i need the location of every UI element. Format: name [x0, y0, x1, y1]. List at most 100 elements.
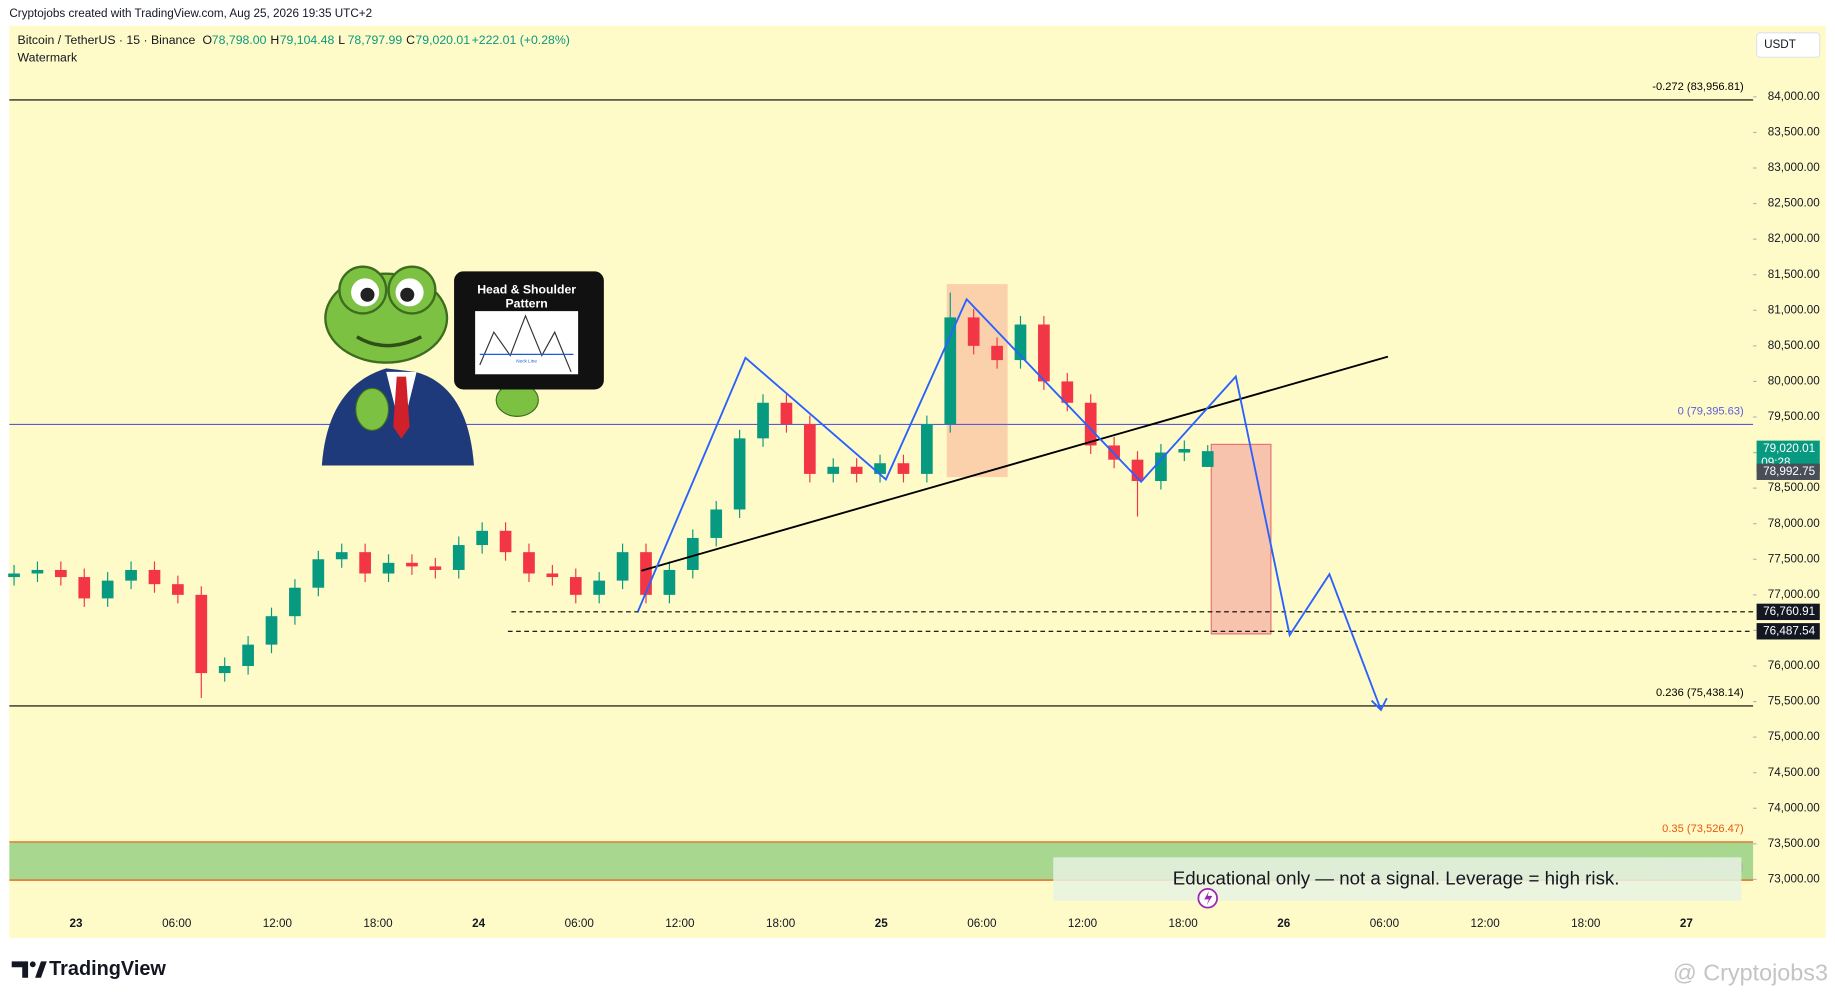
candle-body — [218, 665, 231, 674]
y-tick-label: 84,000.00 — [1768, 90, 1821, 103]
tie — [393, 376, 410, 439]
x-tick-label: 12:00 — [665, 917, 695, 930]
candle-body — [476, 530, 489, 546]
candle-body — [944, 317, 957, 425]
arrow-head — [1370, 697, 1388, 712]
pupil — [360, 287, 375, 302]
smile — [356, 335, 423, 348]
candle-body — [1084, 402, 1097, 446]
byline: Cryptojobs created with TradingView.com,… — [9, 7, 372, 20]
fib-label: 0 (79,395.63) — [1678, 405, 1744, 417]
fib-label: 0.236 (75,438.14) — [1656, 687, 1744, 699]
candle-body — [101, 580, 114, 599]
x-tick-label: 06:00 — [162, 917, 192, 930]
candle-body — [429, 566, 442, 570]
y-tick-label: 80,000.00 — [1768, 375, 1821, 388]
candle-body — [312, 559, 325, 588]
x-tick-label: 18:00 — [1571, 917, 1601, 930]
candle-body — [593, 580, 606, 595]
candle-body — [850, 466, 863, 474]
currency-button[interactable] — [1756, 32, 1821, 58]
ohlc-key: L — [338, 33, 345, 47]
candle-body — [172, 584, 184, 595]
y-tick-label: 77,500.00 — [1768, 552, 1821, 565]
pupil — [400, 287, 415, 302]
ohlc-value: 79,020.01 — [415, 33, 470, 47]
x-tick-label: 18:00 — [766, 917, 796, 930]
zone — [1210, 443, 1272, 635]
zone — [946, 284, 1008, 478]
y-tick-label: 73,500.00 — [1768, 837, 1821, 850]
x-tick-label: 23 — [70, 917, 84, 930]
candle-body — [827, 466, 840, 474]
y-tick-label: 73,000.00 — [1768, 872, 1821, 885]
brand-logo — [35, 961, 47, 978]
candle-body — [733, 438, 746, 510]
x-tick-label: 12:00 — [263, 917, 293, 930]
x-tick-label: 27 — [1680, 917, 1693, 930]
price-tag-label: 76,487.54 — [1763, 624, 1816, 637]
candle-body — [1131, 459, 1144, 482]
illustration-title: Pattern — [505, 296, 547, 310]
candle-body — [1155, 452, 1167, 482]
candle-body — [1201, 451, 1214, 467]
y-tick-label: 82,000.00 — [1768, 232, 1821, 245]
candle-body — [686, 537, 699, 570]
candle-body — [710, 509, 723, 538]
candle-body — [335, 552, 348, 560]
x-tick-label: 12:00 — [1470, 917, 1500, 930]
price-tag — [1756, 623, 1820, 640]
symbol: Bitcoin / TetherUS · 15 · Binance — [18, 33, 196, 47]
illustration: Head & Shoulder Pattern Neck Line — [321, 265, 604, 466]
candle-body — [289, 587, 301, 617]
candle-body — [452, 545, 465, 570]
y-tick-label: 83,000.00 — [1768, 161, 1821, 174]
x-tick-label: 25 — [875, 917, 889, 930]
candle-body — [1178, 449, 1191, 453]
chart-background — [9, 25, 1826, 939]
watermark: @ Cryptojobs3 — [1673, 959, 1828, 985]
event-icon-bolt — [1204, 891, 1213, 906]
candle-body — [663, 569, 676, 595]
x-tick-label: 12:00 — [1068, 917, 1098, 930]
y-tick-label: 75,500.00 — [1768, 695, 1821, 708]
brand-logo — [29, 961, 36, 968]
candle-body — [382, 562, 395, 574]
x-tick-label: 06:00 — [967, 917, 997, 930]
currency[interactable]: USDT — [1764, 38, 1796, 51]
y-tick-label: 79,500.00 — [1768, 410, 1821, 423]
ohlc-key: O — [202, 33, 212, 47]
fib-label: 0.35 (73,526.47) — [1662, 823, 1744, 835]
y-tick-label: 78,500.00 — [1768, 481, 1821, 494]
candle-body — [499, 530, 512, 553]
fib-label: -0.272 (83,956.81) — [1652, 81, 1744, 93]
candle-body — [640, 552, 652, 595]
last-price-label: 79,020.01 — [1763, 442, 1815, 455]
trend-line — [641, 355, 1389, 572]
candle-body — [195, 594, 208, 674]
y-tick-label: 77,000.00 — [1768, 588, 1821, 601]
candle-body — [265, 616, 278, 645]
note: Educational only — not a signal. Leverag… — [1173, 867, 1620, 888]
y-tick-label: 74,000.00 — [1768, 801, 1821, 814]
candle-body — [359, 552, 371, 574]
candle-body — [780, 402, 793, 425]
tablet-screen — [475, 311, 579, 375]
ohlc-value: 78,798.00 — [212, 33, 267, 47]
candle-body — [569, 577, 582, 595]
candle-body — [921, 424, 933, 474]
candle-body — [31, 569, 44, 574]
pattern-line — [636, 297, 1382, 711]
candle-body — [1061, 381, 1074, 403]
brand: TradingView — [49, 958, 166, 980]
candle-body — [897, 463, 910, 474]
candle-body — [523, 552, 535, 574]
candle-body — [406, 562, 418, 567]
thumb-hand — [355, 387, 390, 431]
x-tick-label: 24 — [472, 917, 486, 930]
mark-price-label: 78,992.75 — [1763, 465, 1816, 478]
ohlc-value: 79,104.48 — [280, 33, 335, 47]
y-tick-label: 83,500.00 — [1768, 126, 1821, 139]
candle-body — [967, 317, 980, 346]
candle-body — [874, 463, 886, 474]
